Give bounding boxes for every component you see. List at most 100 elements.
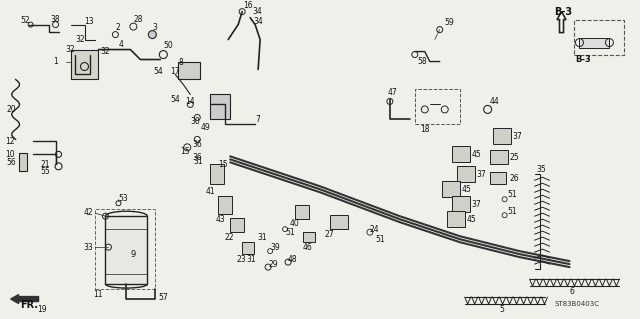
Text: 39: 39 xyxy=(270,243,280,252)
Text: 21: 21 xyxy=(40,160,50,169)
Text: 40: 40 xyxy=(290,219,300,228)
Text: 51: 51 xyxy=(285,228,294,237)
Bar xyxy=(70,49,99,79)
Bar xyxy=(230,218,244,232)
Bar xyxy=(490,150,508,164)
Text: 50: 50 xyxy=(163,41,173,50)
Text: 26: 26 xyxy=(509,174,519,183)
Text: 48: 48 xyxy=(288,255,298,263)
Bar xyxy=(295,205,309,219)
Text: 38: 38 xyxy=(51,15,60,24)
Text: 13: 13 xyxy=(84,17,94,26)
Text: 11: 11 xyxy=(93,290,103,299)
Bar xyxy=(303,232,315,242)
Bar xyxy=(452,196,470,212)
Text: 29: 29 xyxy=(268,260,278,269)
Bar xyxy=(210,164,224,184)
Circle shape xyxy=(148,31,156,39)
Text: 52: 52 xyxy=(20,16,30,25)
Text: 35: 35 xyxy=(536,165,547,174)
Text: 1: 1 xyxy=(54,57,58,66)
Text: 20: 20 xyxy=(6,105,16,114)
Text: 14: 14 xyxy=(185,97,195,106)
Bar xyxy=(442,181,460,197)
Bar xyxy=(106,216,147,284)
Text: 54: 54 xyxy=(154,67,163,76)
Bar xyxy=(179,62,200,79)
Text: 31: 31 xyxy=(193,157,203,166)
Text: 36: 36 xyxy=(192,140,202,149)
Text: 32: 32 xyxy=(76,35,85,44)
FancyArrow shape xyxy=(11,294,38,304)
Text: 42: 42 xyxy=(83,208,93,217)
Text: 34: 34 xyxy=(253,17,263,26)
Text: 25: 25 xyxy=(509,153,519,162)
Bar xyxy=(447,211,465,227)
Bar xyxy=(493,128,511,145)
Bar xyxy=(575,19,625,55)
Text: 15: 15 xyxy=(218,160,228,169)
Text: 59: 59 xyxy=(445,18,454,27)
Text: 47: 47 xyxy=(388,88,397,97)
Text: 24: 24 xyxy=(370,225,380,234)
Bar xyxy=(452,146,470,162)
Text: 43: 43 xyxy=(215,215,225,224)
Text: 6: 6 xyxy=(570,286,574,296)
Bar xyxy=(457,166,475,182)
Text: 7: 7 xyxy=(255,115,260,124)
Text: B-3: B-3 xyxy=(554,7,573,17)
Bar xyxy=(415,89,460,124)
Text: 37: 37 xyxy=(472,200,481,209)
Text: 51: 51 xyxy=(508,207,517,216)
Text: 27: 27 xyxy=(325,230,335,239)
FancyArrow shape xyxy=(557,11,566,33)
Text: B-3: B-3 xyxy=(575,55,591,64)
Text: 28: 28 xyxy=(133,15,143,24)
Text: 46: 46 xyxy=(303,243,313,252)
Text: 45: 45 xyxy=(472,150,481,159)
Text: 37: 37 xyxy=(477,170,486,179)
Text: ST83B0403C: ST83B0403C xyxy=(554,301,600,307)
Bar xyxy=(490,172,506,184)
Text: 3: 3 xyxy=(152,23,157,32)
Bar xyxy=(210,94,230,119)
Text: 49: 49 xyxy=(200,123,210,132)
Text: 56: 56 xyxy=(6,158,17,167)
Text: 33: 33 xyxy=(83,243,93,252)
Text: 45: 45 xyxy=(467,215,476,224)
Text: 9: 9 xyxy=(131,250,136,259)
Text: FR.: FR. xyxy=(20,300,38,310)
Text: 10: 10 xyxy=(6,150,15,159)
Text: 41: 41 xyxy=(205,187,215,196)
Text: 4: 4 xyxy=(118,40,124,49)
Text: 54: 54 xyxy=(170,95,180,104)
Bar xyxy=(242,242,254,254)
Text: 32: 32 xyxy=(65,45,75,54)
Text: 8: 8 xyxy=(179,58,183,67)
Text: 30: 30 xyxy=(190,117,200,126)
Text: 18: 18 xyxy=(420,125,429,134)
Text: 58: 58 xyxy=(418,57,428,66)
Text: 23: 23 xyxy=(236,255,246,263)
Text: 45: 45 xyxy=(461,185,472,194)
Text: 36: 36 xyxy=(192,153,202,162)
Text: 57: 57 xyxy=(158,293,168,301)
Text: 16: 16 xyxy=(243,1,253,10)
Text: 31: 31 xyxy=(246,255,256,263)
Text: 32: 32 xyxy=(100,47,110,56)
Bar xyxy=(218,196,232,214)
Text: 2: 2 xyxy=(115,23,120,32)
Text: 53: 53 xyxy=(118,194,128,203)
Text: 37: 37 xyxy=(513,132,522,141)
Bar xyxy=(579,38,609,48)
Text: 55: 55 xyxy=(40,167,51,176)
Text: 12: 12 xyxy=(6,137,15,146)
Text: 22: 22 xyxy=(224,233,234,242)
Text: 51: 51 xyxy=(508,190,517,199)
Text: 17: 17 xyxy=(170,67,180,76)
Bar xyxy=(330,215,348,229)
Text: 31: 31 xyxy=(257,233,267,242)
Bar xyxy=(19,153,27,171)
Text: 5: 5 xyxy=(500,305,504,314)
Text: 44: 44 xyxy=(490,97,499,106)
